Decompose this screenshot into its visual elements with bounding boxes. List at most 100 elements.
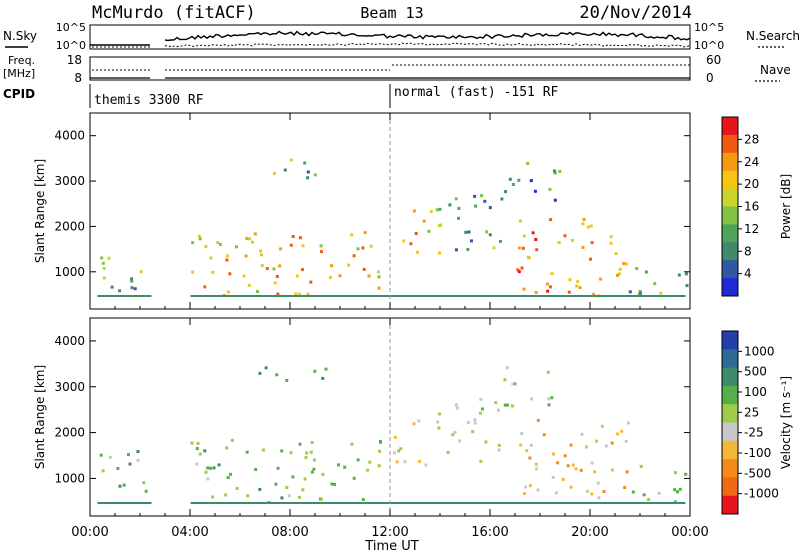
echo-cell	[272, 267, 276, 271]
echo-cell	[350, 442, 354, 446]
echo-cell	[676, 490, 679, 494]
echo-cell	[280, 496, 284, 500]
echo-cell	[251, 240, 254, 244]
colorbar-swatch	[722, 422, 738, 442]
echo-cell	[517, 246, 521, 250]
echo-cell	[631, 490, 635, 494]
ground-scatter-cell	[637, 295, 641, 297]
ground-scatter-cell	[124, 295, 128, 297]
ground-scatter-cell	[562, 295, 566, 297]
ground-scatter-cell	[439, 295, 443, 297]
echo-cell	[439, 223, 443, 227]
ground-scatter-cell	[652, 295, 656, 297]
ground-scatter-cell	[631, 502, 635, 504]
echo-cell	[510, 404, 514, 408]
ground-scatter-cell	[262, 295, 266, 297]
colorbar-tick-label: 1000	[744, 344, 775, 358]
ground-scatter-cell	[655, 295, 659, 297]
echo-region	[631, 464, 688, 504]
echo-cell	[377, 286, 381, 290]
echo-cell	[226, 476, 230, 480]
ground-scatter-cell	[508, 502, 512, 504]
echo-cell	[424, 463, 428, 467]
ground-scatter-cell	[604, 295, 608, 297]
ground-scatter-cell	[556, 295, 560, 297]
echo-region	[99, 450, 148, 493]
ground-scatter-cell	[379, 295, 383, 297]
echo-cell	[535, 248, 539, 252]
echo-cell	[259, 249, 263, 253]
ground-scatter-cell	[109, 502, 113, 504]
velocity-panel: 1000 2000 3000 4000 Slant Range [km] 00:00 04:…	[33, 317, 709, 540]
ground-scatter-cell	[535, 502, 539, 504]
noise-sky-trace	[90, 30, 691, 46]
echo-cell	[253, 232, 257, 236]
echo-cell	[488, 233, 492, 237]
echo-cell	[130, 277, 134, 281]
ground-scatter-cell	[505, 502, 509, 504]
ground-scatter-cell	[106, 502, 110, 504]
noise-search-label: N.Search	[746, 29, 800, 43]
echo-cell	[110, 285, 114, 289]
ground-scatter-cell	[109, 295, 113, 297]
echo-cell	[451, 433, 455, 437]
ground-scatter-cell	[331, 502, 335, 504]
ground-scatter-cell	[415, 502, 419, 504]
echo-cell	[589, 224, 593, 228]
echo-cell	[639, 291, 642, 295]
ground-scatter-cell	[649, 295, 653, 297]
echo-cell	[575, 284, 579, 288]
echo-cell	[576, 280, 580, 284]
ground-scatter-cell	[196, 295, 200, 297]
ground-scatter-cell	[673, 502, 677, 504]
echo-cell	[625, 470, 629, 474]
echo-cell	[416, 250, 419, 254]
ground-scatter-cell	[265, 502, 269, 504]
ground-scatter-cell	[544, 502, 548, 504]
freq-unit-label: [MHz]	[3, 67, 35, 80]
ground-scatter-cell	[598, 295, 602, 297]
echo-cell	[521, 246, 525, 250]
echo-cell	[417, 419, 421, 423]
ground-scatter-cell	[577, 502, 581, 504]
colorbar-tick-label: -500	[744, 466, 771, 480]
ground-scatter-cell	[112, 502, 116, 504]
ground-scatter-cell	[442, 295, 446, 297]
ground-scatter-cell	[280, 502, 284, 504]
echo-cell	[190, 441, 194, 445]
ground-scatter-cell	[658, 502, 662, 504]
ground-scatter-cell	[235, 295, 239, 297]
ground-scatter-cell	[628, 295, 632, 297]
ground-scatter-cell	[640, 502, 644, 504]
ground-scatter-cell	[550, 502, 554, 504]
ground-scatter-cell	[340, 295, 344, 297]
echo-cell	[508, 177, 512, 181]
echo-cell	[206, 466, 210, 470]
echo-cell	[586, 489, 589, 493]
ground-scatter-cell	[250, 295, 254, 297]
echo-cell	[136, 450, 140, 453]
ground-scatter-cell	[286, 502, 290, 504]
echo-cell	[518, 219, 522, 223]
echo-cell	[615, 432, 619, 436]
ground-scatter-cell	[514, 502, 518, 504]
echo-region	[504, 161, 562, 202]
echo-cell	[118, 484, 122, 488]
ground-scatter-cell	[547, 295, 551, 297]
ground-scatter-cell	[457, 502, 461, 504]
ground-scatter-cell	[508, 295, 512, 297]
ground-scatter-cell	[193, 502, 197, 504]
echo-cell	[627, 421, 630, 425]
echo-cell	[563, 234, 567, 238]
ground-scatter-cell	[607, 295, 611, 297]
echo-cell	[639, 464, 643, 468]
echo-cell	[409, 242, 413, 246]
echo-cell	[530, 397, 533, 401]
ground-scatter-cell	[679, 502, 683, 504]
echo-region	[402, 207, 443, 255]
echo-cell	[550, 272, 554, 276]
echo-cell	[673, 488, 677, 492]
ground-scatter-cell	[568, 295, 572, 297]
ground-scatter-cell	[478, 502, 482, 504]
ground-scatter-cell	[628, 502, 632, 504]
